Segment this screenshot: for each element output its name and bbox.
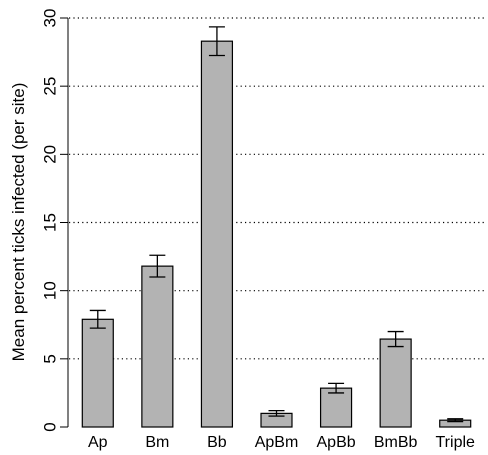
x-tick-label: BmBb	[374, 434, 418, 451]
y-tick-label: 5	[41, 354, 60, 363]
x-tick-label: Ap	[88, 434, 108, 451]
y-tick-label: 25	[41, 77, 60, 96]
bar-Bm	[141, 265, 174, 428]
y-tick-label: 0	[41, 422, 60, 431]
x-tick-label: Triple	[436, 434, 476, 451]
error-bars	[89, 26, 464, 423]
gridlines	[69, 17, 485, 360]
bar-BmBb	[379, 338, 412, 428]
x-tick-label: ApBb	[317, 434, 356, 451]
x-tick-label: Bb	[207, 434, 227, 451]
y-tick-label: 15	[41, 213, 60, 232]
bars	[81, 40, 472, 428]
bar-Ap	[81, 318, 114, 428]
y-tick-label: 30	[41, 9, 60, 28]
y-axis-title: Mean percent ticks infected (per site)	[9, 83, 28, 362]
bar-ApBb	[319, 387, 353, 428]
x-tick-label: ApBm	[255, 434, 299, 451]
y-tick-label: 10	[41, 281, 60, 300]
bar-Bb	[200, 40, 234, 428]
y-axis-ticks: 0 5 10 15 20 25 30	[41, 9, 68, 432]
x-axis-labels: Ap Bm Bb ApBm ApBb BmBb Triple	[88, 434, 475, 451]
x-tick-label: Bm	[145, 434, 169, 451]
y-tick-label: 20	[41, 145, 60, 164]
